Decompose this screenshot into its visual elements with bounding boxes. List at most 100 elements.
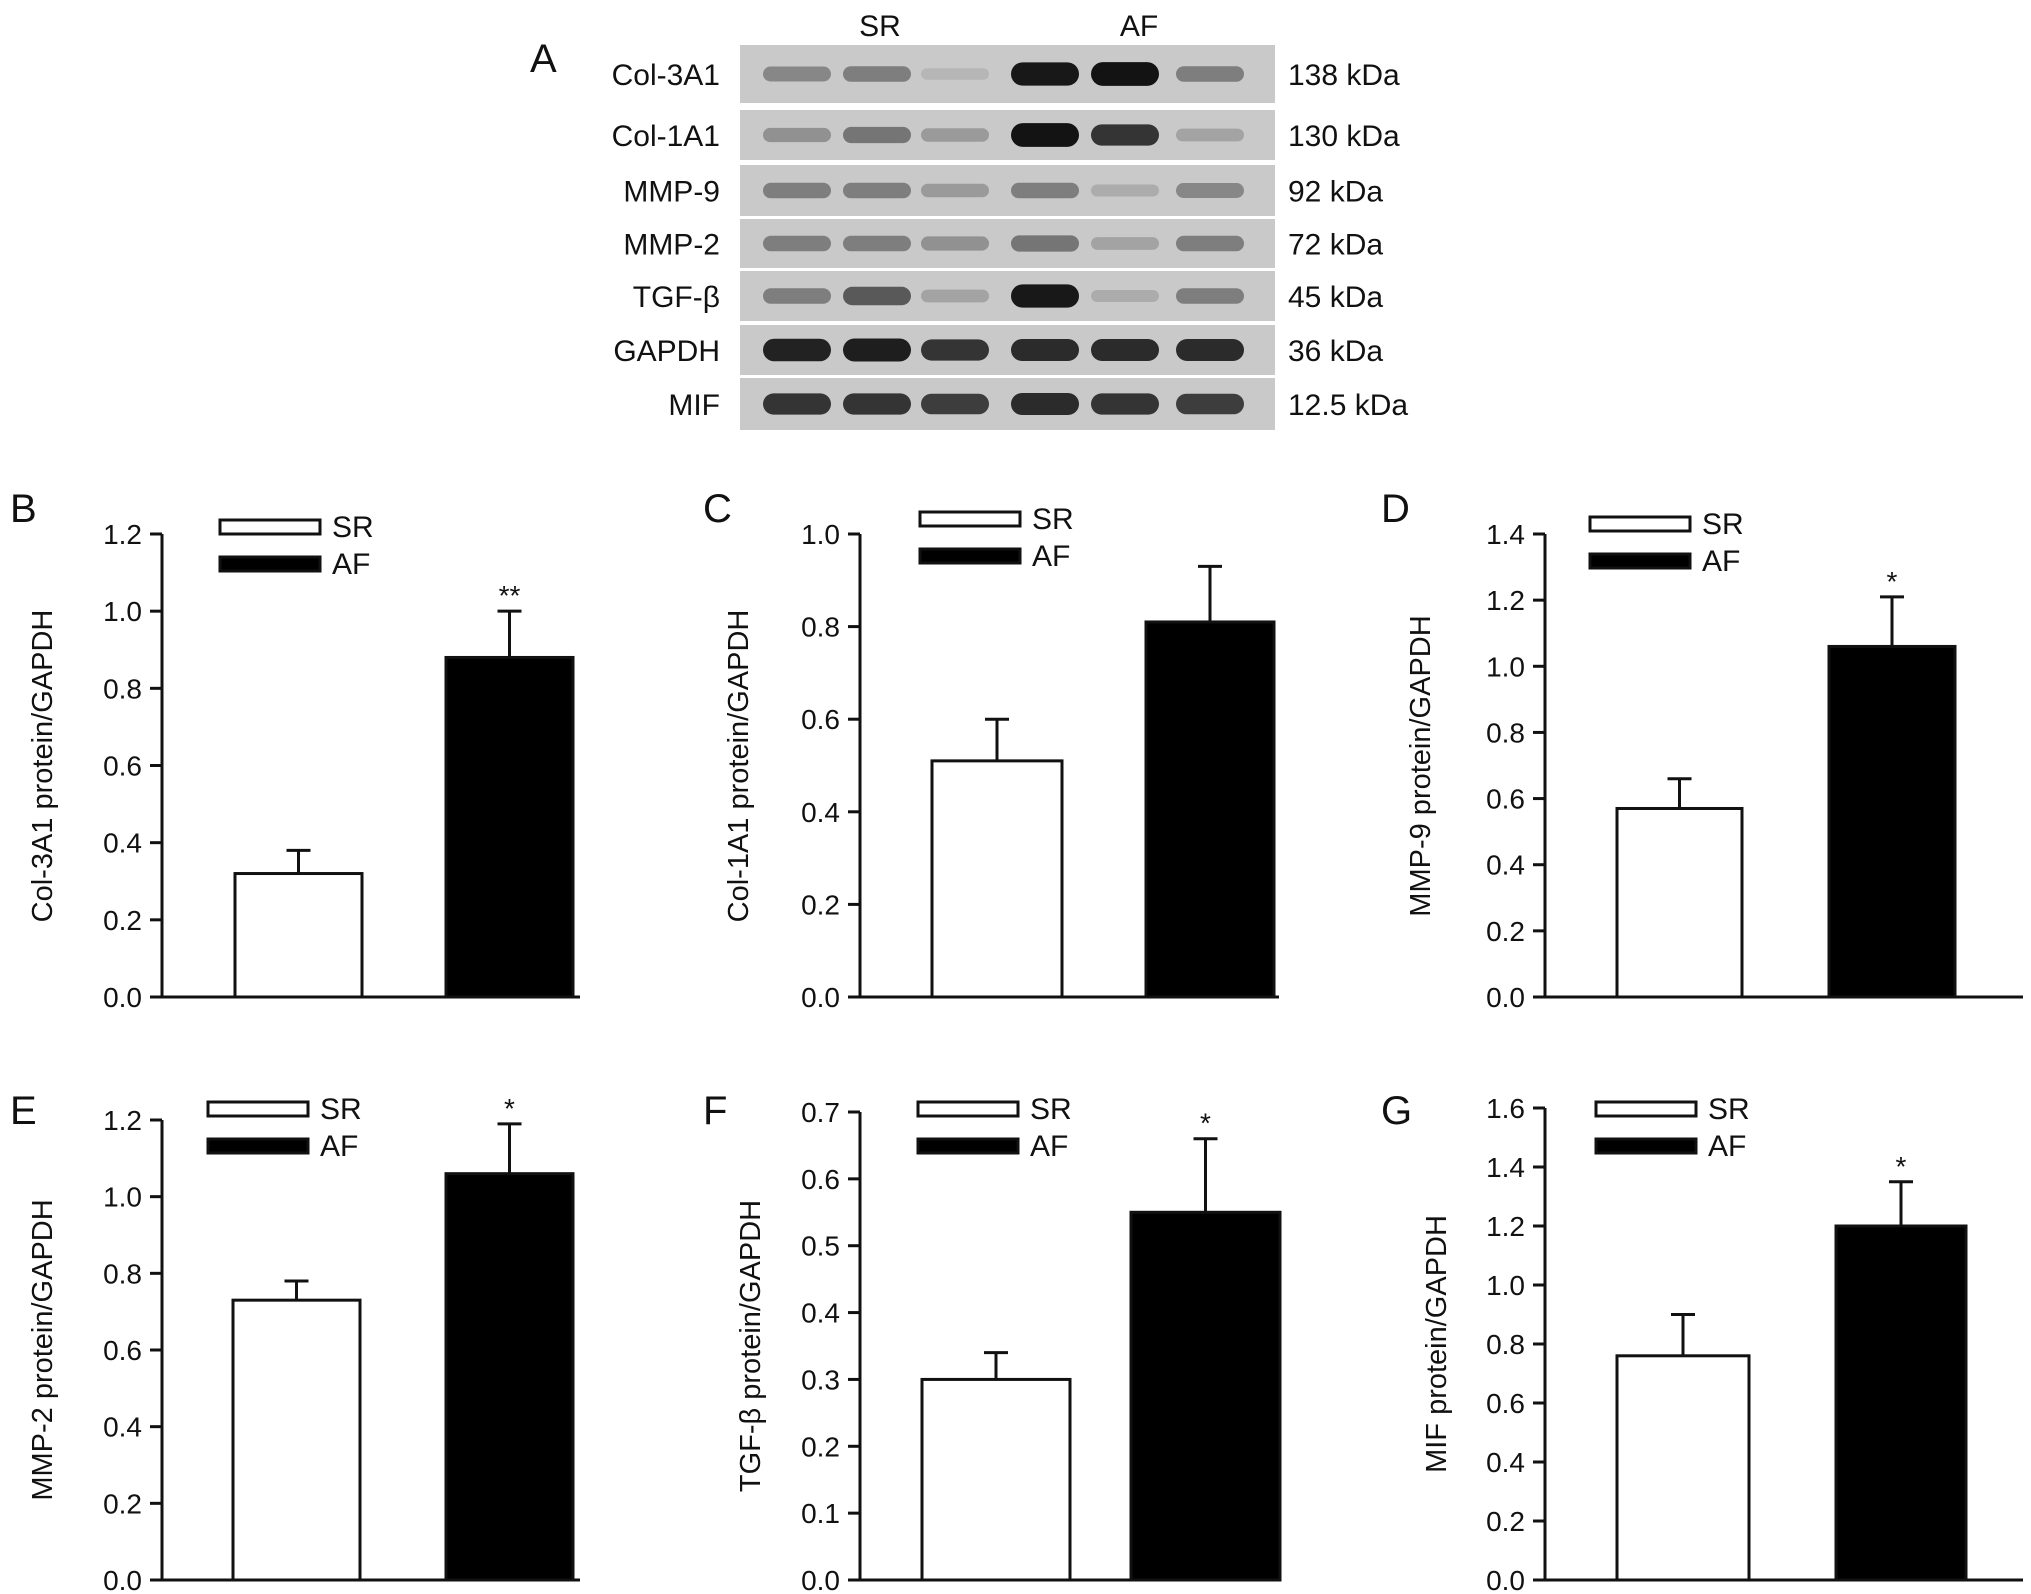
y-axis-label: Col-1A1 protein/GAPDH	[723, 610, 755, 923]
y-tick-label: 0.4	[801, 797, 840, 828]
y-tick-label: 1.2	[1486, 1211, 1525, 1242]
bar-af	[1834, 1224, 1968, 1582]
y-tick-label: 1.0	[103, 596, 142, 627]
y-tick-label: 0.6	[1486, 784, 1525, 815]
blot-row-col-1a1: Col-1A1 130 kDa	[612, 110, 1400, 160]
y-tick-label: 0.5	[801, 1231, 840, 1262]
legend-label-sr: SR	[1032, 503, 1074, 536]
blot-band	[763, 127, 831, 143]
bar-af	[444, 655, 575, 999]
legend-swatch-af	[218, 555, 322, 573]
blot-protein-label: Col-1A1	[612, 120, 720, 153]
y-axis-label: TGF-β protein/GAPDH	[735, 1200, 767, 1492]
y-tick-label: 0.6	[801, 704, 840, 735]
group-label-af: AF	[1120, 10, 1158, 43]
bar-sr	[930, 759, 1064, 999]
panel-letter: D	[1381, 487, 1410, 531]
y-tick-label: 0.0	[1486, 982, 1525, 1013]
legend-label-sr: SR	[1708, 1093, 1750, 1126]
blot-band	[1091, 124, 1159, 146]
bar-sr	[233, 872, 364, 999]
group-label-sr: SR	[859, 10, 901, 43]
blot-band	[1091, 62, 1159, 86]
blot-band	[1011, 62, 1079, 86]
blot-band	[1011, 123, 1079, 147]
y-axis-label: MMP-2 protein/GAPDH	[27, 1199, 59, 1500]
significance-marker: *	[504, 1093, 515, 1124]
y-tick-label: 1.0	[1486, 651, 1525, 682]
y-tick-label: 1.4	[1486, 519, 1525, 550]
bar-af	[1144, 620, 1276, 999]
blot-kda-label: 36 kDa	[1288, 335, 1383, 368]
bar-sr	[1615, 806, 1744, 999]
blot-band	[921, 339, 989, 361]
blot-kda-label: 138 kDa	[1288, 59, 1400, 92]
y-tick-label: 0.8	[103, 673, 142, 704]
y-tick-label: 0.4	[1486, 850, 1525, 881]
blot-row-gapdh: GAPDH 36 kDa	[613, 325, 1383, 375]
blot-band	[843, 66, 911, 82]
western-blot-panel: A SR AF Col-3A1 138 kDa Col-1A1 130 kDa MMP-…	[530, 10, 1408, 430]
y-tick-label: 0.0	[103, 982, 142, 1013]
y-tick-label: 0.2	[103, 905, 142, 936]
bar-sr	[231, 1298, 362, 1582]
blot-band	[1176, 393, 1244, 415]
blot-band	[843, 393, 911, 415]
blot-band	[1176, 235, 1244, 252]
blot-band	[1011, 182, 1079, 199]
blot-band	[1176, 288, 1244, 304]
blot-row-col-3a1: Col-3A1 138 kDa	[612, 45, 1400, 103]
legend-swatch-sr	[218, 518, 322, 536]
blot-band	[921, 128, 989, 142]
y-tick-label: 0.0	[103, 1565, 142, 1594]
legend-swatch-af	[1594, 1137, 1698, 1155]
blot-band	[843, 126, 911, 144]
blot-protein-label: MMP-9	[623, 176, 720, 209]
y-tick-label: 1.6	[1486, 1093, 1525, 1124]
blot-band	[1091, 237, 1159, 250]
blot-band	[1011, 339, 1079, 361]
y-tick-label: 0.4	[103, 1412, 142, 1443]
legend-label-af: AF	[1030, 1130, 1068, 1163]
legend-label-af: AF	[332, 548, 370, 581]
blot-band	[763, 393, 831, 415]
bar-af	[444, 1172, 575, 1582]
legend-swatch-sr	[206, 1100, 310, 1118]
panel-letter: C	[703, 487, 732, 531]
y-tick-label: 0.6	[103, 1335, 142, 1366]
blot-row-mmp-9: MMP-9 92 kDa	[623, 165, 1383, 216]
bar-sr	[920, 1377, 1072, 1582]
blot-band	[843, 338, 911, 362]
chart-d: D 0.0 0.2 0.4 0.6 0.8 1.0 1.2 1.4 MMP-9 protein/G…	[1381, 487, 2023, 1013]
blot-band	[843, 235, 911, 252]
blot-kda-label: 45 kDa	[1288, 281, 1383, 314]
legend-swatch-sr	[918, 510, 1022, 528]
blot-protein-label: Col-3A1	[612, 59, 720, 92]
panel-letter-a: A	[530, 37, 557, 81]
blot-band	[1011, 235, 1079, 252]
bar-sr	[1615, 1354, 1751, 1582]
chart-e: E 0.0 0.2 0.4 0.6 0.8 1.0 1.2 MMP-2 protein/GAPD…	[10, 1089, 580, 1594]
legend-swatch-sr	[916, 1100, 1020, 1118]
y-tick-label: 0.0	[801, 982, 840, 1013]
blot-row-tgf-: TGF-β 45 kDa	[633, 271, 1383, 321]
y-tick-label: 1.4	[1486, 1152, 1525, 1183]
blot-protein-label: MIF	[668, 389, 720, 422]
y-tick-label: 0.0	[801, 1565, 840, 1594]
y-tick-label: 0.2	[801, 1431, 840, 1462]
legend-label-af: AF	[1708, 1130, 1746, 1163]
chart-c: C 0.0 0.2 0.4 0.6 0.8 1.0 Col-1A1 protein/GAPDH…	[703, 487, 1279, 1013]
legend-swatch-sr	[1588, 515, 1692, 533]
blot-band	[921, 236, 989, 251]
blot-row-mif: MIF 12.5 kDa	[668, 378, 1408, 430]
significance-marker: *	[1887, 566, 1898, 597]
y-tick-label: 0.6	[801, 1164, 840, 1195]
blot-band	[1091, 393, 1159, 415]
blot-kda-label: 72 kDa	[1288, 229, 1383, 262]
y-tick-label: 0.8	[1486, 1329, 1525, 1360]
blot-band	[1176, 339, 1244, 361]
blot-band	[921, 289, 989, 303]
y-tick-label: 0.7	[801, 1097, 840, 1128]
blot-band	[763, 288, 831, 304]
